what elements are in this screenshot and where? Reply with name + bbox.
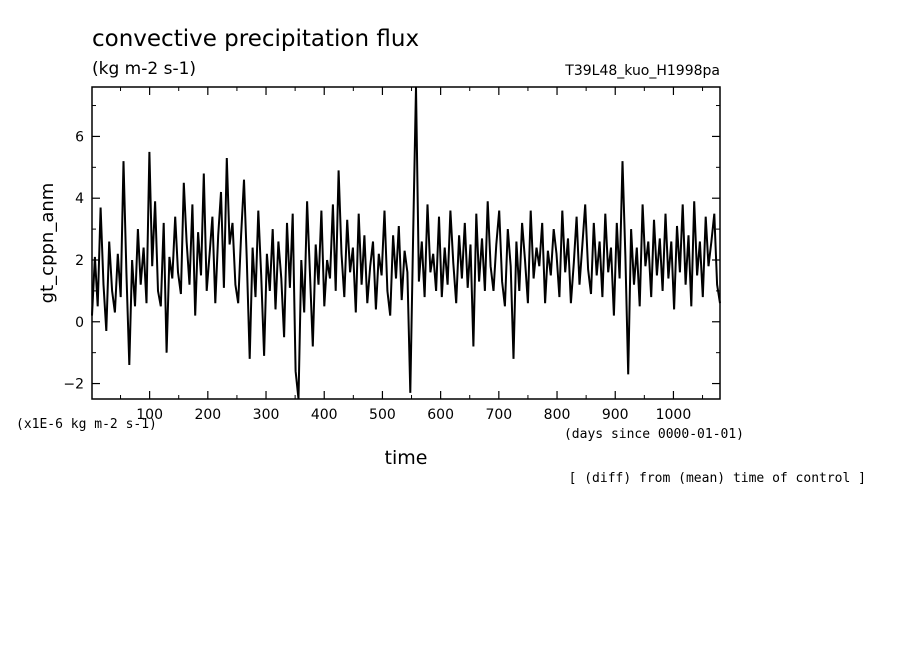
x-tick-label: 500 xyxy=(369,407,396,423)
x-tick-label: 800 xyxy=(544,407,571,423)
x-tick-label: 700 xyxy=(485,407,512,423)
x-tick-label: 100 xyxy=(136,407,163,423)
y-tick-label: 6 xyxy=(75,129,84,145)
x-tick-label: 900 xyxy=(602,407,629,423)
x-units: (days since 0000-01-01) xyxy=(564,427,744,442)
x-tick-label: 1000 xyxy=(656,407,692,423)
plot-frame xyxy=(91,86,721,400)
y-tick-label: 2 xyxy=(75,253,84,269)
y-scale-note: (x1E-6 kg m-2 s-1) xyxy=(16,417,157,432)
x-tick-label: 300 xyxy=(253,407,280,423)
x-tick-label: 400 xyxy=(311,407,338,423)
y-tick-label: 0 xyxy=(75,315,84,331)
x-tick-label: 200 xyxy=(194,407,221,423)
chart-title: convective precipitation flux xyxy=(92,26,419,52)
y-tick-label: 4 xyxy=(75,191,84,207)
x-axis-ticks: 100 200 300 400 500 600 700 800 900 1000 xyxy=(120,87,704,423)
chart-units: (kg m-2 s-1) xyxy=(92,59,196,79)
run-label: T39L48_kuo_H1998pa xyxy=(564,63,720,79)
series-line xyxy=(91,86,721,400)
footnote: [ (diff) from (mean) time of control ] xyxy=(569,471,866,486)
x-tick-label: 600 xyxy=(427,407,454,423)
y-tick-label: −2 xyxy=(63,377,84,393)
y-axis-label: gt_cppn_anm xyxy=(37,183,58,304)
x-axis-label: time xyxy=(385,447,428,469)
